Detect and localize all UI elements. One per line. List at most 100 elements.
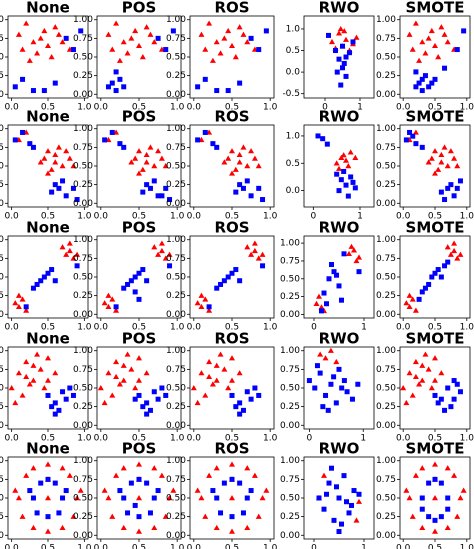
panel: RWO 0 1 0.00 0.25 0.50 0.75 1.00 — [280, 330, 375, 444]
y-tick-label: 0.50 — [166, 494, 186, 504]
point — [97, 385, 104, 391]
point — [432, 495, 438, 501]
point — [159, 385, 165, 391]
point — [121, 84, 127, 90]
y-tick-label: 0.25 — [166, 180, 186, 190]
point — [26, 57, 33, 63]
y-tick-label: 0.75 — [166, 365, 186, 375]
point — [351, 247, 357, 253]
x-tick-label: 1.0 — [263, 212, 278, 222]
point — [66, 247, 73, 254]
point — [337, 25, 344, 32]
y-tick-label: 0.75 — [73, 143, 93, 153]
point — [113, 69, 119, 75]
point — [350, 39, 356, 45]
point — [63, 488, 69, 494]
point — [45, 148, 51, 154]
point — [319, 308, 324, 314]
point — [460, 487, 467, 493]
point — [74, 263, 80, 269]
y-tick-label: 1.00 — [73, 124, 93, 134]
point — [221, 366, 228, 372]
x-tick-label: 1.0 — [77, 212, 92, 222]
x-tick-label: 1 — [357, 212, 363, 222]
y-tick-label: 1.00 — [376, 235, 396, 245]
point — [320, 136, 326, 142]
point — [41, 155, 48, 161]
x-tick-label: 1.0 — [263, 323, 278, 333]
x-tick-label: 0.5 — [132, 212, 146, 222]
y-tick-label: 0.25 — [280, 512, 300, 522]
point — [162, 163, 169, 169]
point — [419, 524, 426, 531]
axes-frame — [7, 235, 89, 319]
point — [416, 80, 422, 86]
point — [45, 476, 51, 482]
point — [23, 472, 30, 478]
point — [8, 385, 15, 391]
point — [132, 274, 138, 280]
point — [121, 285, 127, 291]
point — [221, 159, 228, 165]
point — [132, 155, 139, 161]
point — [339, 385, 345, 391]
point — [338, 82, 344, 88]
y-tick-label: 0.75 — [376, 254, 396, 264]
point — [419, 144, 425, 150]
y-tick-label: 0.25 — [376, 402, 396, 412]
point — [113, 88, 119, 94]
point — [198, 370, 205, 376]
y-tick-label: 0.50 — [73, 494, 93, 504]
y-tick-label: 0.25 — [166, 402, 186, 412]
point — [413, 69, 419, 75]
point — [403, 300, 410, 306]
point — [413, 141, 419, 147]
point — [225, 274, 231, 280]
point — [151, 178, 157, 184]
point — [356, 254, 362, 260]
point — [52, 480, 58, 486]
point — [221, 278, 227, 284]
point — [41, 27, 48, 34]
point — [340, 65, 345, 71]
y-tick-label: 0.00 — [376, 421, 396, 431]
y-tick-label: 0.00 — [166, 90, 186, 100]
point — [318, 304, 325, 310]
point — [435, 54, 442, 60]
point — [339, 297, 344, 303]
point — [30, 144, 36, 150]
point — [413, 84, 419, 90]
panel: POS 0.0 0.5 1.0 0.00 0.25 0.50 0.75 1.00 — [73, 440, 185, 549]
y-tick-label: 0.50 — [0, 273, 4, 283]
point — [70, 163, 77, 169]
point — [23, 20, 30, 26]
point — [343, 54, 349, 60]
point — [221, 480, 227, 486]
point — [101, 487, 108, 493]
point — [113, 304, 119, 310]
point — [444, 524, 451, 531]
y-tick-label: 1.00 — [280, 239, 300, 249]
point — [206, 20, 213, 26]
panel: ROS 0.0 0.5 1.0 0.00 0.25 0.50 0.75 1.00 — [166, 219, 278, 333]
point — [30, 362, 37, 368]
y-tick-label: 0.50 — [0, 384, 4, 394]
point — [63, 396, 69, 402]
point — [451, 240, 458, 246]
y-tick-label: 0.00 — [0, 531, 4, 541]
panel: RWO 0 1 0.00 0.25 0.50 0.75 1.00 — [280, 440, 375, 549]
point — [136, 528, 142, 534]
y-tick-label: 0.75 — [73, 475, 93, 485]
point — [251, 155, 258, 161]
point — [236, 151, 243, 158]
point — [55, 144, 62, 150]
y-tick-label: 0.75 — [166, 475, 186, 485]
point — [236, 159, 243, 165]
point — [155, 35, 161, 41]
point — [409, 513, 416, 519]
point — [116, 381, 123, 387]
panel: SMOTE 0.0 0.5 1.0 0.00 0.25 0.50 0.75 1.00 — [376, 0, 474, 113]
point — [30, 465, 37, 471]
panel: SMOTE 0.0 0.5 1.0 0.00 0.25 0.50 0.75 1.00 — [376, 440, 474, 549]
point — [194, 300, 201, 306]
